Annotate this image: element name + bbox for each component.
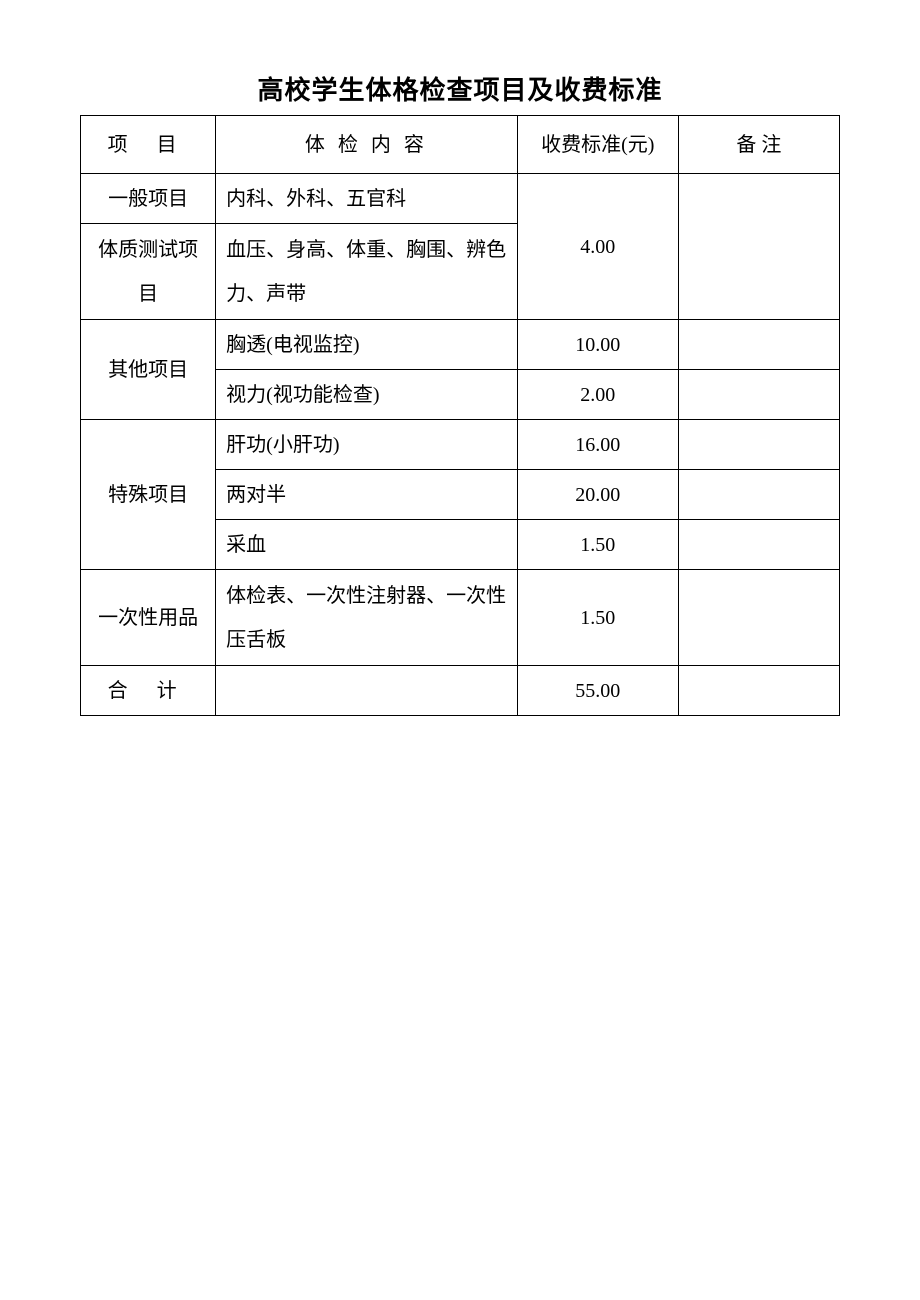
table-row: 特殊项目 肝功(小肝功) 16.00 xyxy=(81,420,840,470)
cell-content-constitution: 血压、身高、体重、胸围、辨色力、声带 xyxy=(216,224,518,320)
cell-note-total xyxy=(678,666,839,716)
header-project: 项 目 xyxy=(81,116,216,174)
page-title: 高校学生体格检查项目及收费标准 xyxy=(80,70,840,107)
cell-project-other: 其他项目 xyxy=(81,320,216,420)
cell-fee-special2: 20.00 xyxy=(517,470,678,520)
cell-fee-total: 55.00 xyxy=(517,666,678,716)
header-note: 备 注 xyxy=(678,116,839,174)
cell-content-special1: 肝功(小肝功) xyxy=(216,420,518,470)
fee-table: 项 目 体 检 内 容 收费标准(元) 备 注 一般项目 内科、外科、五官科 4… xyxy=(80,115,840,716)
cell-note-disposable xyxy=(678,570,839,666)
cell-fee-special1: 16.00 xyxy=(517,420,678,470)
cell-note-other2 xyxy=(678,370,839,420)
table-row: 一次性用品 体检表、一次性注射器、一次性压舌板 1.50 xyxy=(81,570,840,666)
table-header-row: 项 目 体 检 内 容 收费标准(元) 备 注 xyxy=(81,116,840,174)
cell-note-other1 xyxy=(678,320,839,370)
cell-content-total xyxy=(216,666,518,716)
cell-fee-special3: 1.50 xyxy=(517,520,678,570)
cell-project-disposable: 一次性用品 xyxy=(81,570,216,666)
cell-note-special1 xyxy=(678,420,839,470)
table-row: 其他项目 胸透(电视监控) 10.00 xyxy=(81,320,840,370)
cell-content-special2: 两对半 xyxy=(216,470,518,520)
cell-fee-disposable: 1.50 xyxy=(517,570,678,666)
header-content: 体 检 内 容 xyxy=(216,116,518,174)
cell-note-general xyxy=(678,174,839,320)
cell-fee-other1: 10.00 xyxy=(517,320,678,370)
cell-note-special3 xyxy=(678,520,839,570)
cell-note-special2 xyxy=(678,470,839,520)
cell-project-special: 特殊项目 xyxy=(81,420,216,570)
table-row-total: 合 计 55.00 xyxy=(81,666,840,716)
cell-project-constitution: 体质测试项目 xyxy=(81,224,216,320)
cell-content-disposable: 体检表、一次性注射器、一次性压舌板 xyxy=(216,570,518,666)
cell-fee-general: 4.00 xyxy=(517,174,678,320)
header-fee: 收费标准(元) xyxy=(517,116,678,174)
cell-content-other2: 视力(视功能检查) xyxy=(216,370,518,420)
cell-content-general: 内科、外科、五官科 xyxy=(216,174,518,224)
table-row: 一般项目 内科、外科、五官科 4.00 xyxy=(81,174,840,224)
cell-project-general: 一般项目 xyxy=(81,174,216,224)
cell-content-other1: 胸透(电视监控) xyxy=(216,320,518,370)
cell-project-total: 合 计 xyxy=(81,666,216,716)
cell-fee-other2: 2.00 xyxy=(517,370,678,420)
cell-content-special3: 采血 xyxy=(216,520,518,570)
